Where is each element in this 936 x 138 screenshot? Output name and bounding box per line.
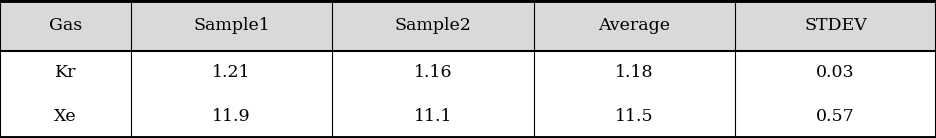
Text: Xe: Xe [54,108,77,125]
Bar [332,95,534,138]
Bar [131,51,332,95]
Bar [0,51,131,95]
Text: 11.1: 11.1 [414,108,452,125]
Text: 0.03: 0.03 [816,64,855,81]
Text: 11.5: 11.5 [615,108,653,125]
Text: 11.9: 11.9 [212,108,251,125]
Bar [332,51,534,95]
Text: 1.16: 1.16 [414,64,452,81]
Bar [534,0,735,51]
Bar [735,51,936,95]
Text: 0.57: 0.57 [816,108,855,125]
Bar [0,0,131,51]
Bar [735,0,936,51]
Text: Gas: Gas [49,17,82,34]
Bar [332,0,534,51]
Text: Average: Average [598,17,670,34]
Text: Kr: Kr [55,64,76,81]
Bar [131,95,332,138]
Text: STDEV: STDEV [804,17,867,34]
Bar [131,0,332,51]
Bar [534,95,735,138]
Bar [534,51,735,95]
Text: 1.21: 1.21 [212,64,251,81]
Bar [0,95,131,138]
Bar [735,95,936,138]
Text: Sample2: Sample2 [394,17,472,34]
Text: 1.18: 1.18 [615,64,653,81]
Text: Sample1: Sample1 [194,17,270,34]
